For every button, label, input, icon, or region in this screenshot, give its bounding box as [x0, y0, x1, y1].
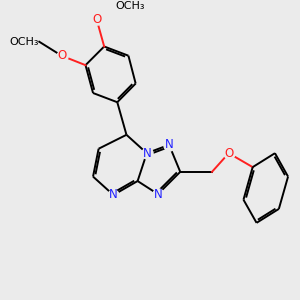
Text: O: O [224, 147, 233, 160]
Text: OCH₃: OCH₃ [10, 37, 39, 47]
Text: N: N [165, 138, 173, 151]
Text: O: O [92, 13, 101, 26]
Text: N: N [154, 188, 162, 201]
Text: N: N [109, 188, 118, 202]
Text: OCH₃: OCH₃ [115, 1, 145, 10]
Text: O: O [57, 49, 66, 62]
Text: N: N [142, 147, 151, 160]
